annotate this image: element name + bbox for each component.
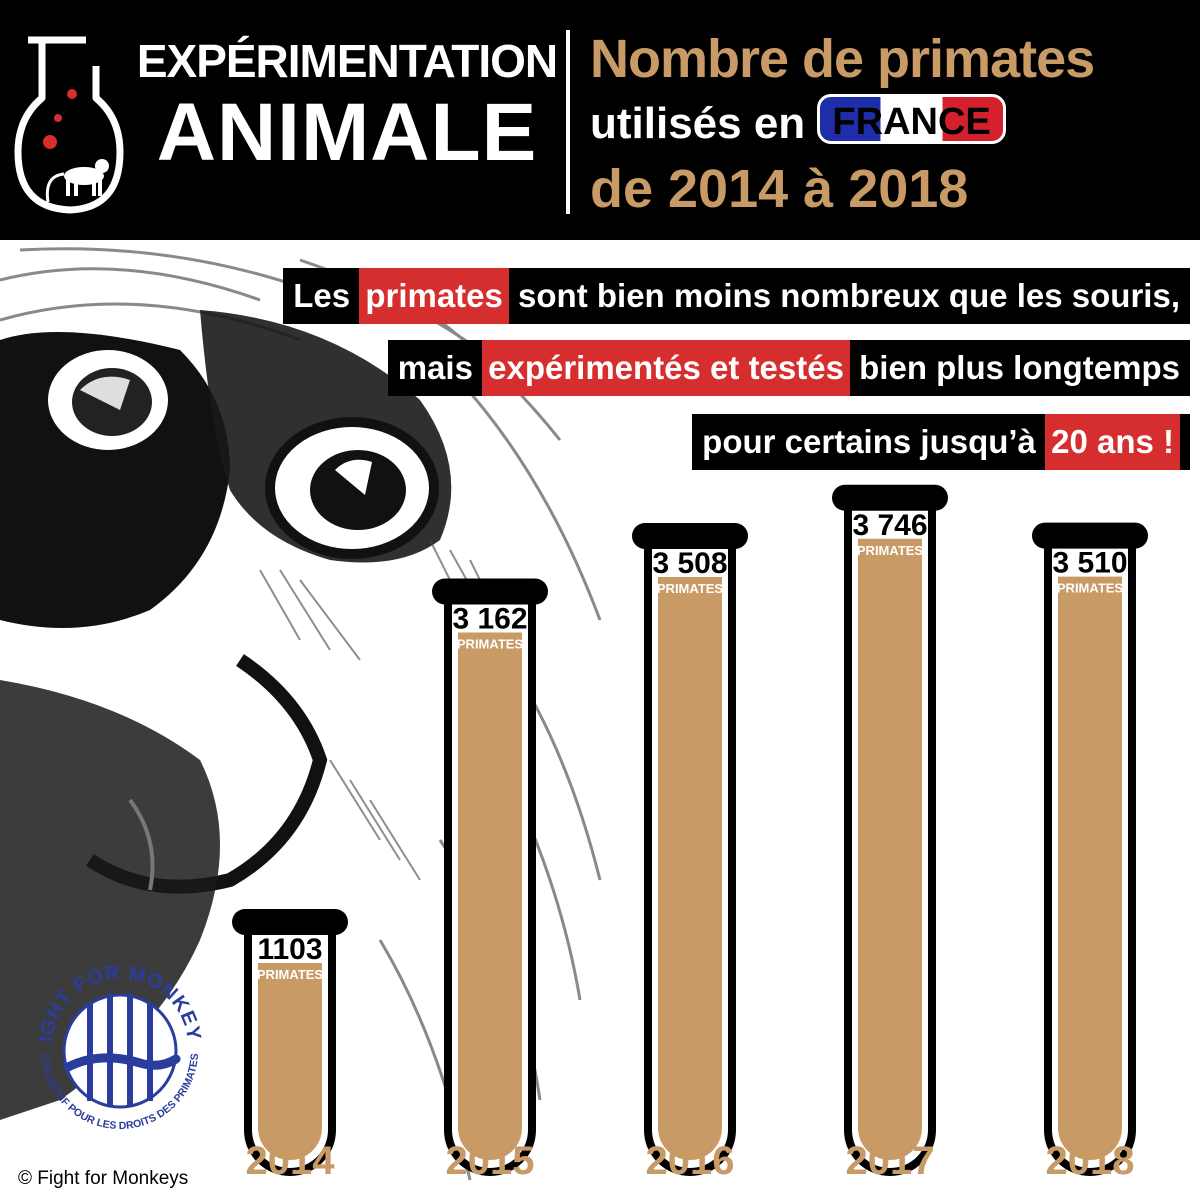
callout-2-after: bien plus longtemps [859,349,1180,386]
header-banner: EXPÉRIMENTATION ANIMALE Nombre de primat… [0,0,1200,240]
callout-1-after: sont bien moins nombreux que les souris, [518,277,1180,314]
unit-label: PRIMATES [457,636,524,651]
year-label: 2018 [1046,1139,1135,1183]
title-left-line1: EXPÉRIMENTATION [136,35,558,87]
value-label: 3 510 [1052,547,1127,580]
value-label: 3 508 [652,547,727,580]
title-right-line1: Nombre de primates [590,29,1095,89]
bar [1058,576,1122,1160]
callout-2-before: mais [397,349,473,386]
tube-rim [232,908,348,935]
unit-label: PRIMATES [257,967,324,982]
title-right-line2: utilisés en FRANCE [590,92,1190,156]
callout-1-before: Les [293,277,351,314]
unit-label: PRIMATES [657,581,724,596]
france-flag-badge: FRANCE [817,94,1006,144]
title-right-line2-prefix: utilisés en [590,99,806,148]
value-label: 3 746 [852,509,927,542]
callout-1-highlight: primates [359,268,509,324]
tube-rim [1032,522,1148,549]
tube-rim [432,578,548,605]
callout-line-1: Les primates sont bien moins nombreux qu… [283,268,1190,324]
bar [258,962,322,1160]
year-label: 2015 [446,1139,535,1183]
copyright-text: © Fight for Monkeys [14,1168,193,1190]
value-label: 3 162 [452,602,527,635]
title-right-line3: de 2014 à 2018 [590,159,969,219]
callout-3-before: pour certains jusqu’à [702,423,1036,460]
unit-label: PRIMATES [1057,581,1124,596]
monkey-face-illustration [0,247,602,1181]
tube-rim [832,484,948,511]
year-label: 2017 [846,1139,935,1183]
value-label: 1103 [257,933,322,966]
header-divider [566,30,570,214]
callout-line-3: pour certains jusqu’à 20 ans ! [692,414,1190,470]
callout-3-highlight: 20 ans ! [1045,414,1180,470]
fight-for-monkeys-logo: FIGHT FOR MONKEYS COLLECTIF POUR LES DRO… [30,955,204,1132]
tube-rim [632,522,748,549]
callout-2-highlight: expérimentés et testés [482,340,850,396]
year-label: 2016 [646,1139,735,1183]
flask-icon [14,36,124,214]
bar [658,576,722,1160]
title-left-line2: ANIMALE [156,87,538,178]
bar [858,538,922,1160]
callout-line-2: mais expérimentés et testés bien plus lo… [387,340,1190,396]
title-right: Nombre de primates utilisés en FRANCE de… [590,26,1190,222]
bar [458,632,522,1160]
year-label: 2014 [246,1139,336,1183]
title-left: EXPÉRIMENTATION ANIMALE [132,34,562,178]
unit-label: PRIMATES [857,543,924,558]
